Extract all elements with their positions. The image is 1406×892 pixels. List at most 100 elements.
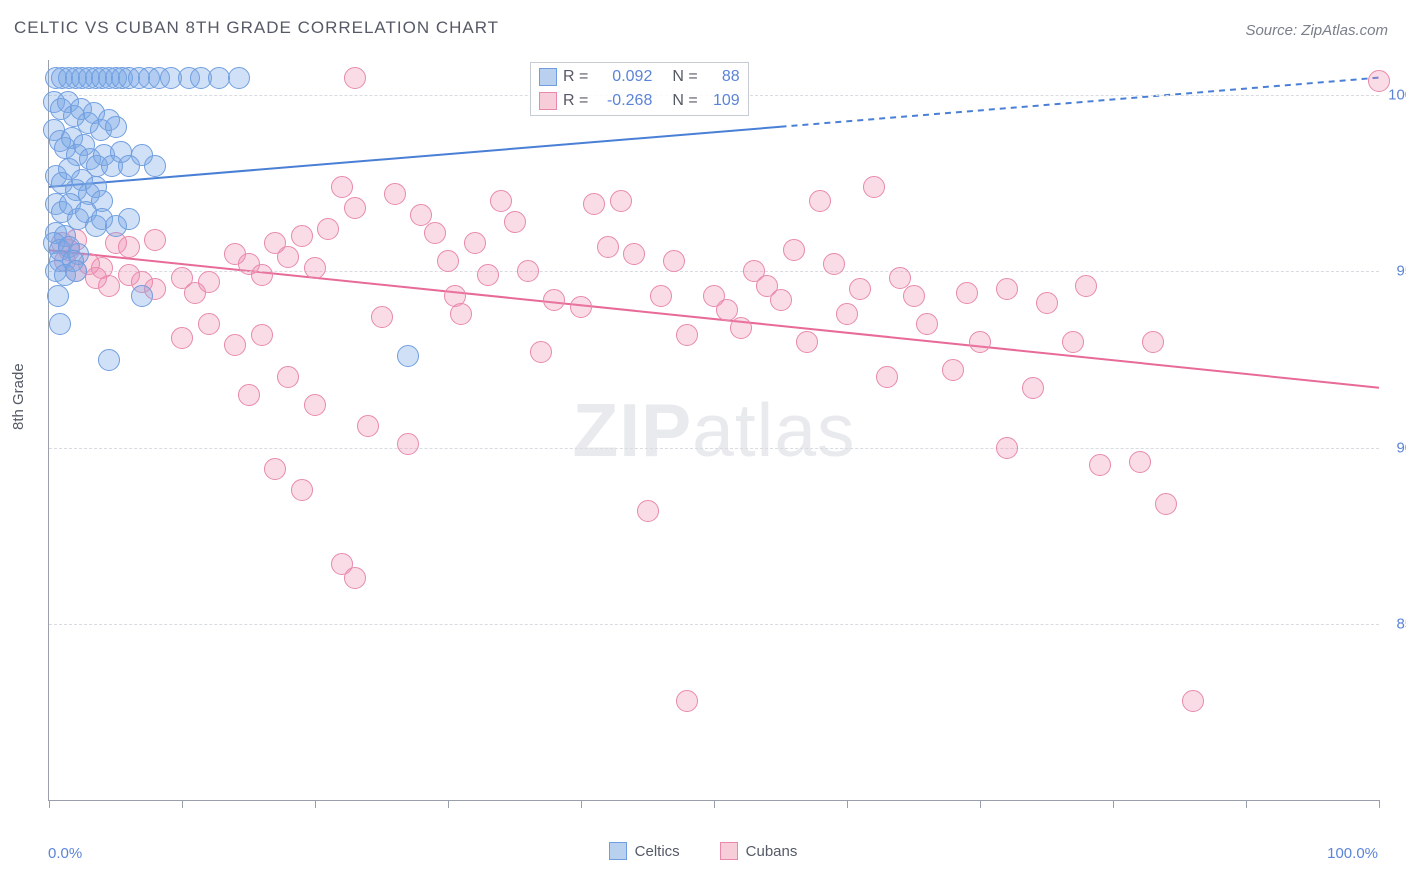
scatter-point-cubans xyxy=(504,211,526,233)
scatter-point-cubans xyxy=(357,415,379,437)
scatter-point-celtics xyxy=(105,116,127,138)
scatter-point-celtics xyxy=(131,285,153,307)
n-label: N = xyxy=(672,89,697,113)
scatter-point-cubans xyxy=(956,282,978,304)
scatter-point-cubans xyxy=(198,271,220,293)
celtics-swatch-icon xyxy=(609,842,627,860)
r-label: R = xyxy=(563,89,588,113)
scatter-point-cubans xyxy=(770,289,792,311)
cubans-swatch-icon xyxy=(720,842,738,860)
source-attribution: Source: ZipAtlas.com xyxy=(1245,22,1388,39)
stats-row-cubans: R = -0.268 N = 109 xyxy=(539,89,740,113)
scatter-point-cubans xyxy=(1155,493,1177,515)
scatter-point-cubans xyxy=(1036,292,1058,314)
scatter-point-cubans xyxy=(610,190,632,212)
y-tick-label: 95.0% xyxy=(1396,263,1406,280)
x-tick xyxy=(182,800,183,808)
scatter-point-cubans xyxy=(384,183,406,205)
x-tick xyxy=(581,800,582,808)
scatter-point-cubans xyxy=(916,313,938,335)
scatter-point-cubans xyxy=(583,193,605,215)
scatter-point-cubans xyxy=(238,384,260,406)
scatter-point-cubans xyxy=(331,176,353,198)
scatter-point-cubans xyxy=(1075,275,1097,297)
x-tick xyxy=(847,800,848,808)
scatter-point-cubans xyxy=(637,500,659,522)
scatter-point-cubans xyxy=(570,296,592,318)
scatter-point-cubans xyxy=(344,67,366,89)
scatter-point-cubans xyxy=(783,239,805,261)
scatter-point-cubans xyxy=(530,341,552,363)
gridline xyxy=(49,624,1379,625)
x-tick xyxy=(49,800,50,808)
x-axis-max-label: 100.0% xyxy=(1327,845,1378,862)
stats-row-celtics: R = 0.092 N = 88 xyxy=(539,65,740,89)
legend-item-cubans: Cubans xyxy=(720,842,798,860)
scatter-point-cubans xyxy=(996,278,1018,300)
x-tick xyxy=(980,800,981,808)
scatter-point-cubans xyxy=(291,225,313,247)
scatter-point-cubans xyxy=(477,264,499,286)
scatter-point-cubans xyxy=(1022,377,1044,399)
scatter-point-cubans xyxy=(304,394,326,416)
scatter-point-cubans xyxy=(663,250,685,272)
scatter-point-cubans xyxy=(1182,690,1204,712)
scatter-point-cubans xyxy=(809,190,831,212)
x-tick xyxy=(1379,800,1380,808)
scatter-point-cubans xyxy=(876,366,898,388)
scatter-point-cubans xyxy=(371,306,393,328)
scatter-point-celtics xyxy=(98,349,120,371)
scatter-point-cubans xyxy=(1129,451,1151,473)
scatter-point-cubans xyxy=(836,303,858,325)
scatter-point-cubans xyxy=(144,229,166,251)
scatter-point-cubans xyxy=(730,317,752,339)
scatter-point-cubans xyxy=(1089,454,1111,476)
scatter-point-celtics xyxy=(49,313,71,335)
scatter-point-cubans xyxy=(98,275,120,297)
r-label: R = xyxy=(563,65,588,89)
scatter-point-cubans xyxy=(264,458,286,480)
legend-label: Celtics xyxy=(635,843,680,860)
x-tick xyxy=(1113,800,1114,808)
scatter-point-cubans xyxy=(424,222,446,244)
scatter-point-cubans xyxy=(277,366,299,388)
scatter-point-cubans xyxy=(1368,70,1390,92)
legend-item-celtics: Celtics xyxy=(609,842,680,860)
scatter-point-cubans xyxy=(291,479,313,501)
scatter-point-cubans xyxy=(344,567,366,589)
scatter-plot-area: ZIPatlas 100.0%95.0%90.0%85.0% xyxy=(48,60,1379,801)
scatter-point-cubans xyxy=(171,327,193,349)
scatter-point-cubans xyxy=(863,176,885,198)
scatter-point-cubans xyxy=(517,260,539,282)
scatter-point-cubans xyxy=(823,253,845,275)
celtics-n-value: 88 xyxy=(704,65,740,89)
scatter-point-cubans xyxy=(650,285,672,307)
scatter-point-celtics xyxy=(144,155,166,177)
stats-legend-box: R = 0.092 N = 88 R = -0.268 N = 109 xyxy=(530,62,749,116)
scatter-point-cubans xyxy=(437,250,459,272)
chart-title: CELTIC VS CUBAN 8TH GRADE CORRELATION CH… xyxy=(14,18,499,38)
scatter-point-cubans xyxy=(623,243,645,265)
scatter-point-cubans xyxy=(796,331,818,353)
scatter-point-celtics xyxy=(397,345,419,367)
scatter-point-cubans xyxy=(464,232,486,254)
bottom-legend: Celtics Cubans xyxy=(0,842,1406,860)
cubans-n-value: 109 xyxy=(704,89,740,113)
x-tick xyxy=(1246,800,1247,808)
scatter-point-cubans xyxy=(849,278,871,300)
x-axis-min-label: 0.0% xyxy=(48,845,82,862)
scatter-point-cubans xyxy=(676,324,698,346)
cubans-r-value: -0.268 xyxy=(594,89,652,113)
scatter-point-cubans xyxy=(1062,331,1084,353)
y-tick-label: 85.0% xyxy=(1396,615,1406,632)
scatter-point-celtics xyxy=(47,285,69,307)
scatter-point-cubans xyxy=(676,690,698,712)
scatter-point-celtics xyxy=(118,208,140,230)
scatter-point-cubans xyxy=(543,289,565,311)
gridline xyxy=(49,448,1379,449)
legend-label: Cubans xyxy=(746,843,798,860)
y-tick-label: 100.0% xyxy=(1388,87,1406,104)
scatter-point-cubans xyxy=(344,197,366,219)
scatter-point-cubans xyxy=(198,313,220,335)
scatter-point-cubans xyxy=(450,303,472,325)
